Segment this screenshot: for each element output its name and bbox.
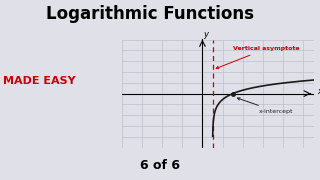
Text: x: x — [318, 87, 320, 96]
Text: 6 of 6: 6 of 6 — [140, 159, 180, 172]
Text: MADE EASY: MADE EASY — [3, 76, 76, 86]
Text: Logarithmic Functions: Logarithmic Functions — [46, 5, 254, 23]
Text: Vertical asymptote: Vertical asymptote — [216, 46, 300, 69]
Text: y: y — [203, 30, 208, 39]
Text: x-intercept: x-intercept — [237, 98, 293, 114]
